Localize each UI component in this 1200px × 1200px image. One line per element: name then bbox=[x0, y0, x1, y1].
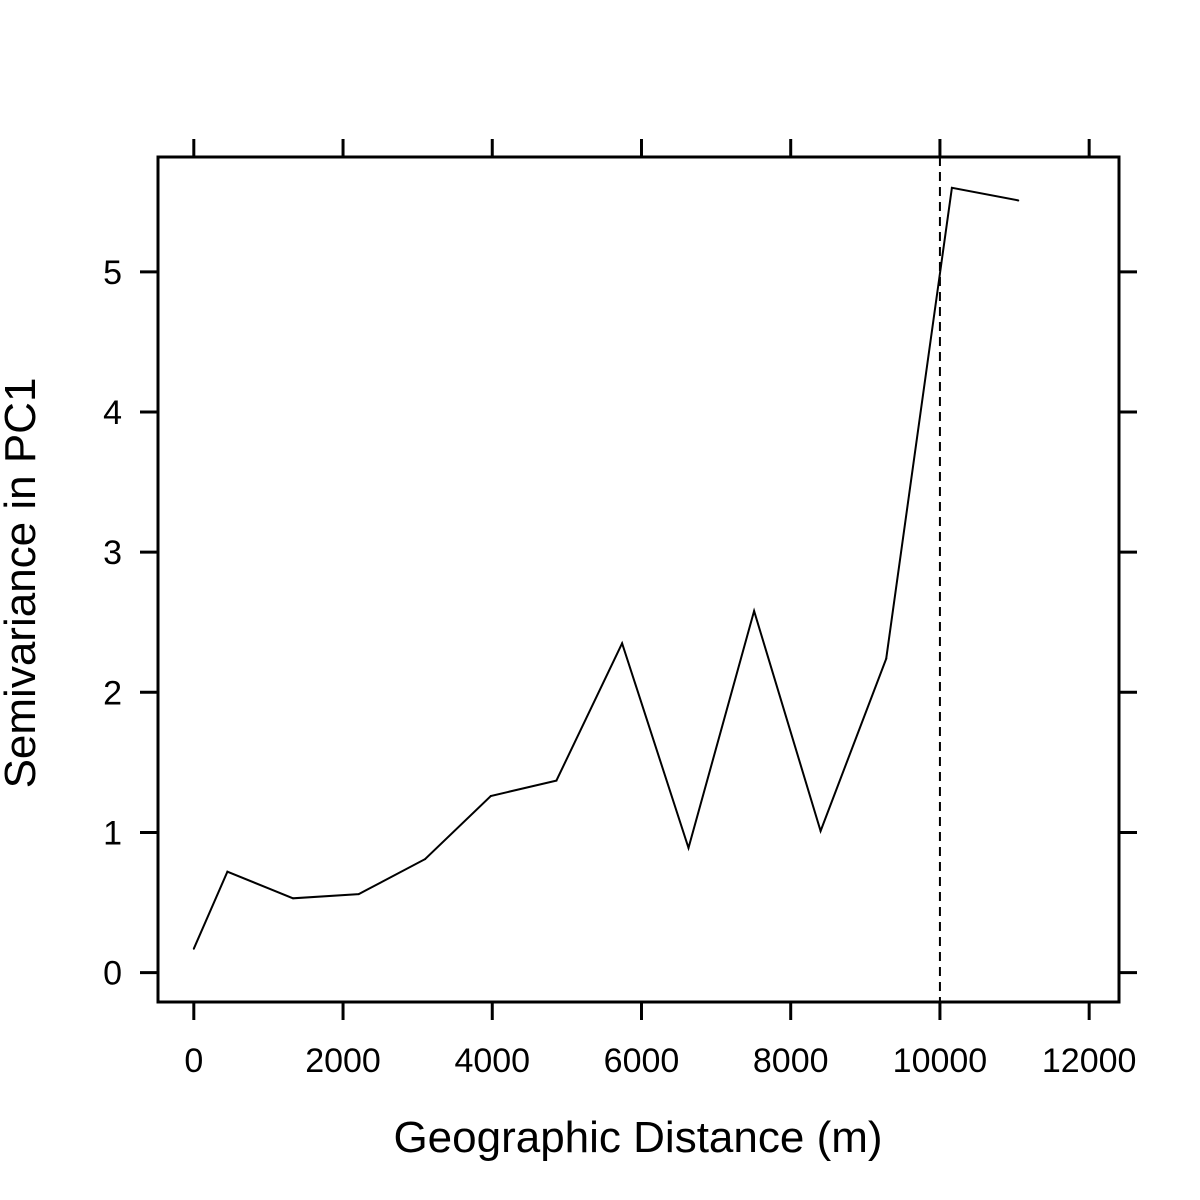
y-tick-label: 4 bbox=[103, 394, 122, 432]
y-axis-ticks: 0 1 2 3 4 5 bbox=[103, 254, 1137, 993]
data-point bbox=[621, 642, 624, 645]
data-point bbox=[357, 893, 360, 896]
x-tick-label: 6000 bbox=[604, 1042, 680, 1080]
data-point bbox=[687, 846, 690, 849]
y-tick-label: 3 bbox=[103, 534, 122, 572]
series-points bbox=[192, 186, 1020, 950]
data-point bbox=[226, 870, 229, 873]
data-point bbox=[1017, 199, 1020, 202]
x-tick-label: 12000 bbox=[1042, 1042, 1137, 1080]
x-tick-label: 8000 bbox=[753, 1042, 829, 1080]
x-tick-label: 0 bbox=[184, 1042, 203, 1080]
series-line bbox=[192, 186, 1019, 950]
x-tick-label: 4000 bbox=[454, 1042, 530, 1080]
data-point bbox=[555, 779, 558, 782]
x-tick-label: 2000 bbox=[305, 1042, 381, 1080]
x-axis-title: Geographic Distance (m) bbox=[393, 1113, 882, 1162]
y-tick-label: 2 bbox=[103, 674, 122, 712]
plot-frame bbox=[156, 155, 1121, 1004]
y-tick-label: 1 bbox=[103, 814, 122, 852]
data-point bbox=[192, 947, 195, 950]
data-point bbox=[292, 897, 295, 900]
y-axis-title: Semivariance in PC1 bbox=[0, 378, 45, 789]
data-point bbox=[885, 657, 888, 660]
data-point bbox=[819, 830, 822, 833]
data-point bbox=[424, 858, 427, 861]
y-tick-label: 0 bbox=[103, 955, 122, 993]
x-tick-label: 10000 bbox=[893, 1042, 988, 1080]
data-point bbox=[753, 610, 756, 613]
data-point bbox=[950, 186, 953, 189]
y-tick-label: 5 bbox=[103, 254, 122, 292]
data-point bbox=[489, 795, 492, 798]
x-axis-ticks: 0 2000 4000 6000 8000 10000 12000 bbox=[184, 139, 1136, 1080]
